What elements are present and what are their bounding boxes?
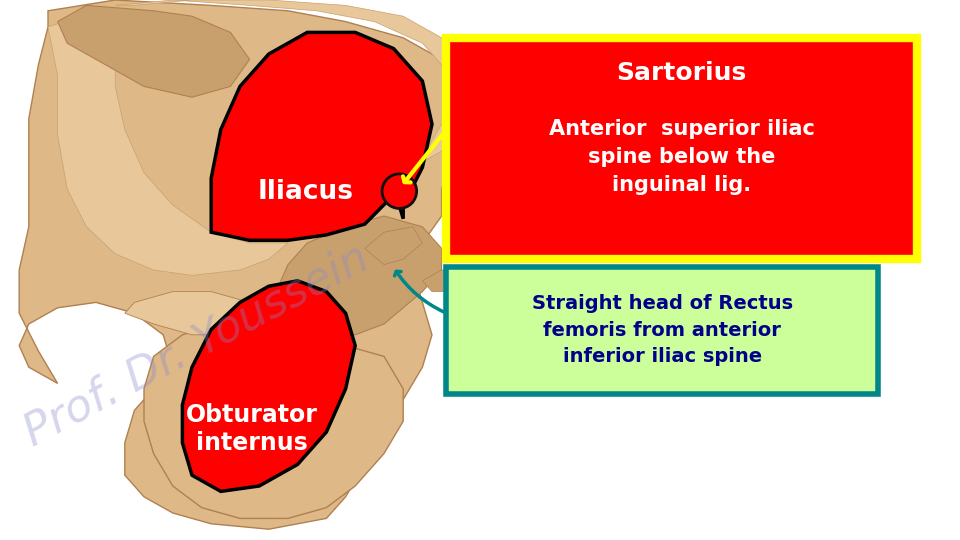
Polygon shape xyxy=(125,292,269,335)
Text: Obturator
internus: Obturator internus xyxy=(185,403,318,455)
Text: Iliacus: Iliacus xyxy=(257,179,353,205)
FancyBboxPatch shape xyxy=(446,267,878,394)
FancyBboxPatch shape xyxy=(446,38,917,259)
Polygon shape xyxy=(115,0,461,162)
Ellipse shape xyxy=(382,174,417,208)
Polygon shape xyxy=(182,281,355,491)
Polygon shape xyxy=(365,227,422,265)
Text: Anterior  superior iliac
spine below the
inguinal lig.: Anterior superior iliac spine below the … xyxy=(549,119,814,194)
Text: Straight head of Rectus
femoris from anterior
inferior iliac spine: Straight head of Rectus femoris from ant… xyxy=(532,294,793,367)
Polygon shape xyxy=(211,32,432,240)
Polygon shape xyxy=(48,11,288,275)
Polygon shape xyxy=(19,0,470,529)
Text: Prof. Dr. Youssein: Prof. Dr. Youssein xyxy=(17,237,376,455)
Polygon shape xyxy=(422,270,470,292)
Polygon shape xyxy=(278,216,442,335)
Polygon shape xyxy=(58,5,250,97)
Polygon shape xyxy=(144,324,403,518)
Text: Sartorius: Sartorius xyxy=(616,61,747,85)
